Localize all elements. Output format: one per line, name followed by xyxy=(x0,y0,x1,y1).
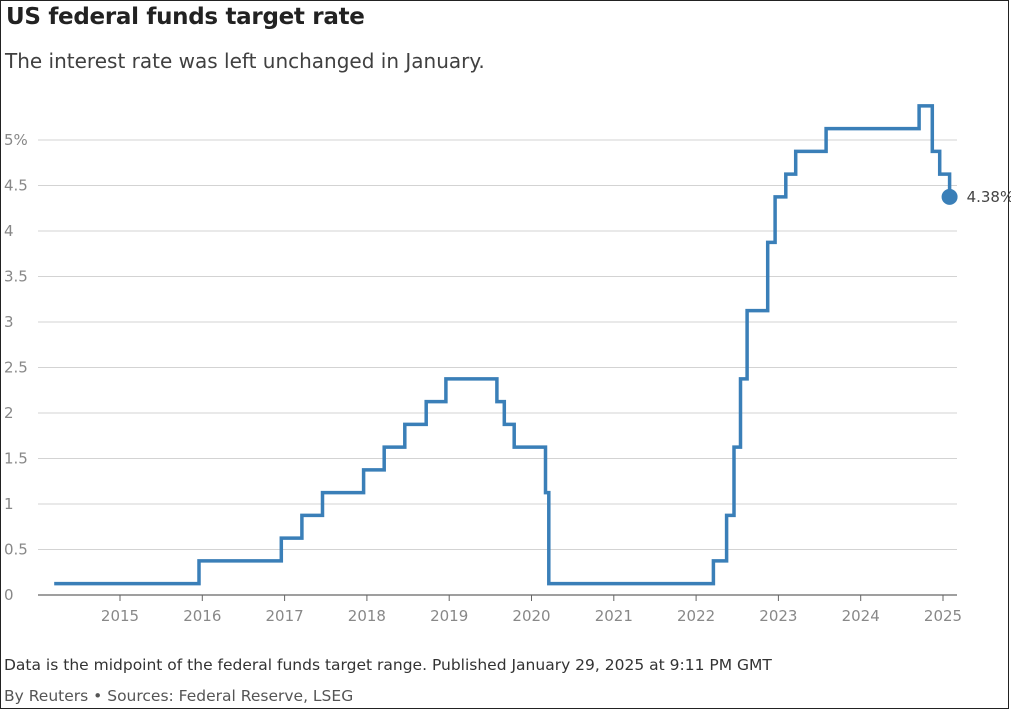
x-tick-label: 2022 xyxy=(677,607,715,625)
y-tick-label: 3.5 xyxy=(4,268,28,286)
x-tick-label: 2019 xyxy=(430,607,468,625)
y-tick-label: 4.5 xyxy=(4,177,28,195)
y-tick-label: 3 xyxy=(4,313,14,331)
x-tick-label: 2024 xyxy=(842,607,880,625)
x-tick-label: 2018 xyxy=(348,607,386,625)
chart-title: US federal funds target rate xyxy=(6,4,365,30)
x-tick-label: 2016 xyxy=(183,607,221,625)
y-tick-label: 1 xyxy=(4,495,14,513)
credit-line: By Reuters • Sources: Federal Reserve, L… xyxy=(4,687,354,705)
x-tick-label: 2023 xyxy=(759,607,797,625)
x-tick-label: 2017 xyxy=(266,607,304,625)
footnote: Data is the midpoint of the federal fund… xyxy=(4,656,772,674)
x-tick-label: 2025 xyxy=(924,607,962,625)
end-value-label: 4.38% xyxy=(967,188,1011,206)
y-tick-label: 5% xyxy=(4,131,28,149)
y-tick-label: 0 xyxy=(4,586,14,604)
x-tick-label: 2015 xyxy=(101,607,139,625)
y-tick-label: 2 xyxy=(4,404,14,422)
y-tick-label: 1.5 xyxy=(4,450,28,468)
y-tick-label: 4 xyxy=(4,222,14,240)
end-point-marker xyxy=(941,188,958,205)
x-tick-label: 2021 xyxy=(595,607,633,625)
y-tick-label: 0.5 xyxy=(4,541,28,559)
chart-subtitle: The interest rate was left unchanged in … xyxy=(5,49,485,73)
rate-line xyxy=(54,104,952,586)
x-tick-label: 2020 xyxy=(512,607,550,625)
y-tick-label: 2.5 xyxy=(4,359,28,377)
